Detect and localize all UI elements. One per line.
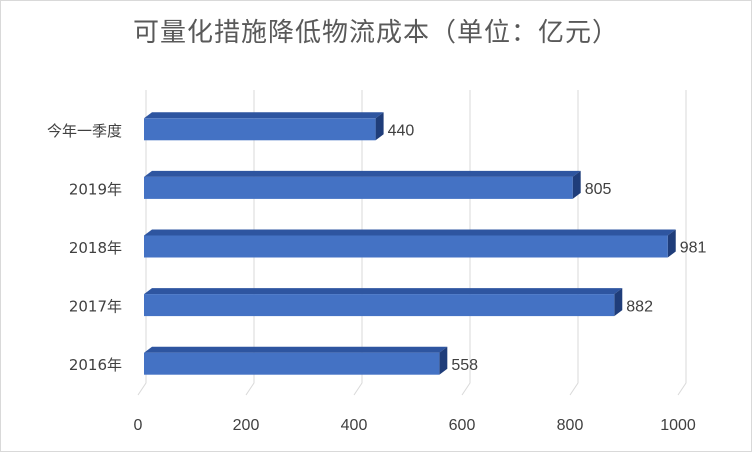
bar [144,170,581,199]
category-label: 2019年 [69,180,122,198]
bar [144,288,623,317]
category-label: 2018年 [69,239,122,257]
data-label: 440 [388,123,415,140]
x-tick-label: 800 [557,417,584,434]
x-axis-ticks: 0 200 400 600 800 1000 [134,417,696,434]
category-label: 2017年 [69,298,122,316]
data-label: 882 [626,298,653,315]
data-label: 558 [451,357,478,374]
chart-title: 可量化措施降低物流成本（单位：亿元） [132,18,619,48]
category-label: 2016年 [69,356,122,374]
x-tick-label: 0 [134,417,143,434]
data-label: 981 [680,240,707,257]
bar [144,229,676,258]
x-tick-label: 200 [233,417,260,434]
gridline [677,90,687,396]
x-tick-label: 400 [341,417,368,434]
bar [144,112,384,141]
category-label: 今年一季度 [47,122,122,140]
x-tick-label: 1000 [660,417,696,434]
bar [144,346,448,375]
data-label: 805 [585,181,612,198]
x-tick-label: 600 [449,417,476,434]
category-labels: 今年一季度 2019年 2018年 2017年 2016年 [47,122,122,374]
bars: 440 805 981 882 558 [144,112,707,375]
